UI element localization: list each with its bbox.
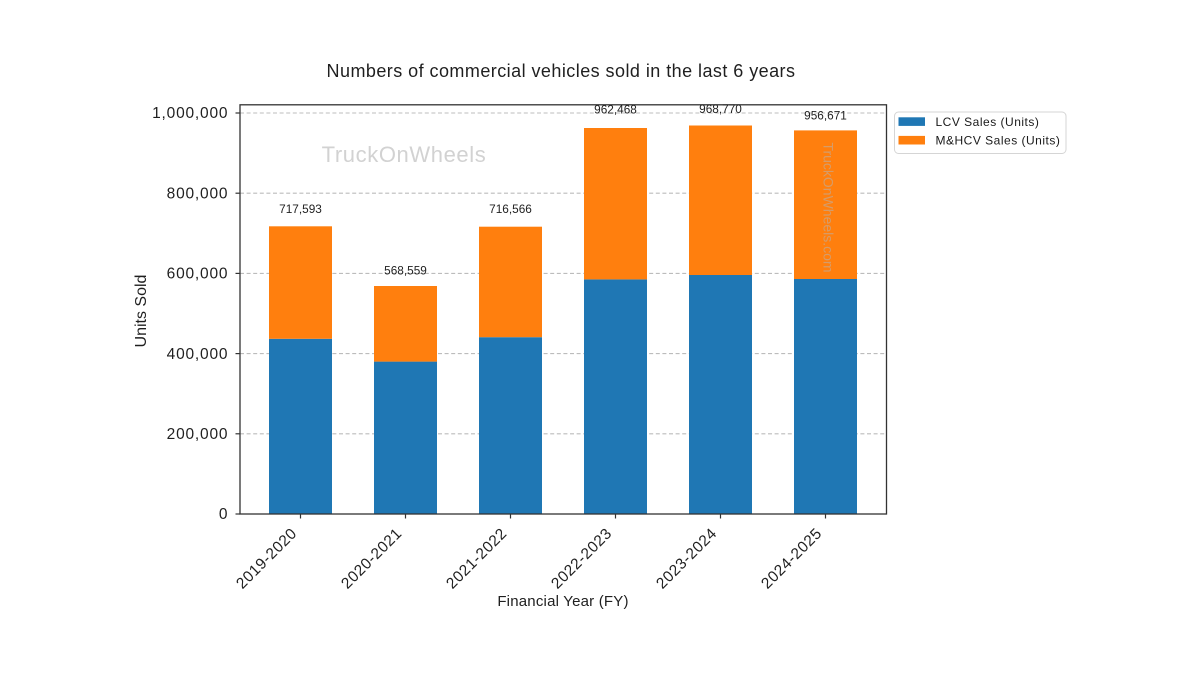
svg-text:Financial Year (FY): Financial Year (FY)	[497, 593, 628, 610]
svg-text:600,000: 600,000	[167, 266, 229, 283]
svg-text:717,593: 717,593	[279, 202, 322, 216]
svg-text:956,671: 956,671	[804, 109, 847, 123]
svg-text:716,566: 716,566	[489, 202, 532, 216]
svg-text:Numbers of commercial vehicles: Numbers of commercial vehicles sold in t…	[327, 61, 796, 81]
svg-text:TruckOnWheels.com: TruckOnWheels.com	[821, 142, 837, 272]
svg-text:Units Sold: Units Sold	[133, 275, 150, 348]
svg-text:0: 0	[219, 506, 228, 523]
svg-text:968,770: 968,770	[699, 102, 742, 116]
svg-text:800,000: 800,000	[167, 185, 229, 202]
svg-text:568,559: 568,559	[384, 263, 427, 277]
svg-text:TruckOnWheels: TruckOnWheels	[322, 142, 487, 167]
svg-text:962,468: 962,468	[594, 103, 637, 117]
svg-text:M&HCV Sales (Units): M&HCV Sales (Units)	[936, 133, 1061, 147]
svg-text:200,000: 200,000	[167, 426, 229, 443]
svg-text:LCV Sales (Units): LCV Sales (Units)	[936, 115, 1040, 129]
svg-text:400,000: 400,000	[167, 346, 229, 363]
svg-text:1,000,000: 1,000,000	[152, 105, 228, 122]
